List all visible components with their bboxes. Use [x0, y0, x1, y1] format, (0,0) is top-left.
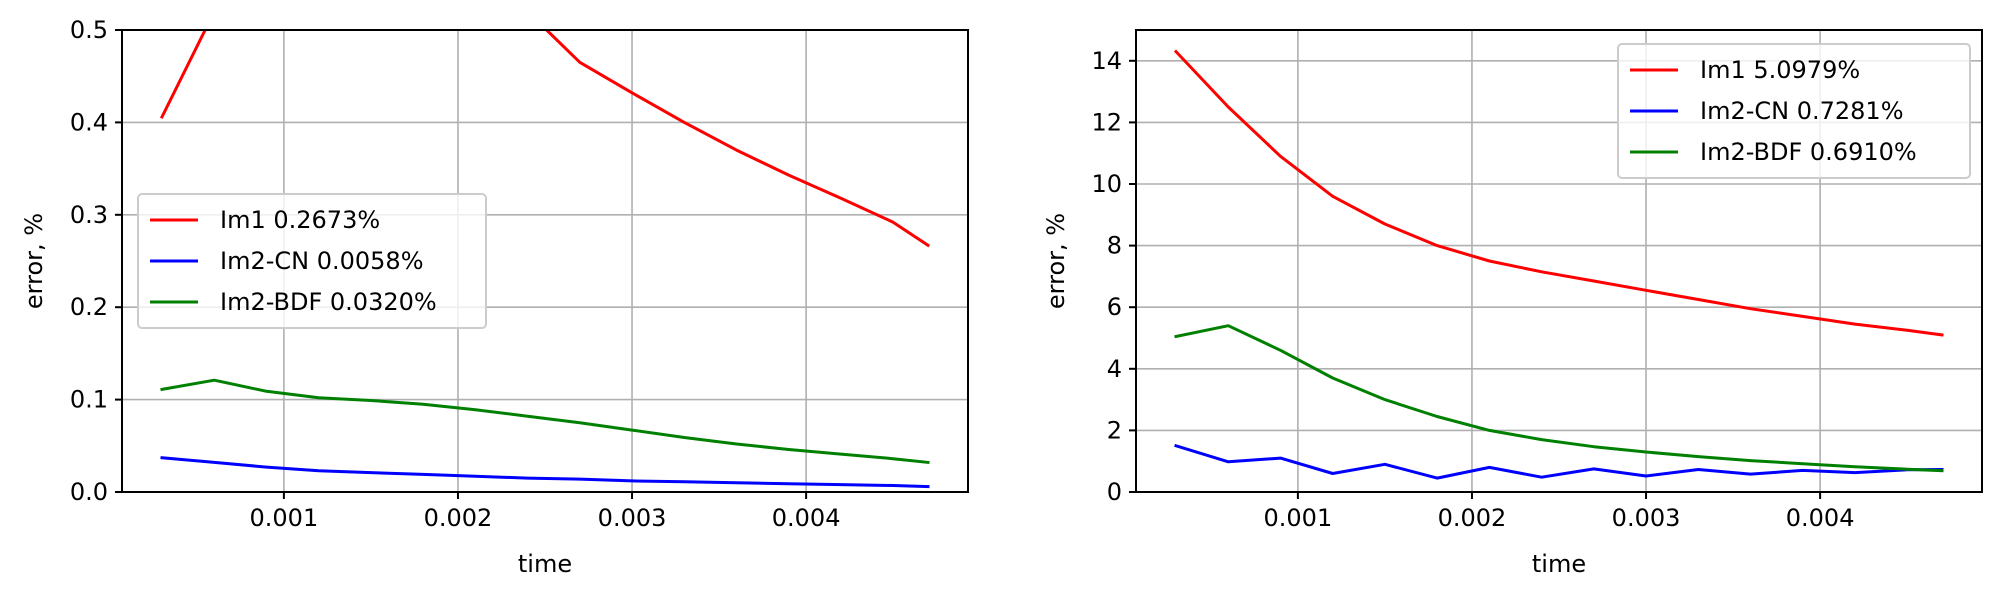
- left-series-line-1: [159, 30, 931, 248]
- left-ticks: 0.001 0.002 0.003 0.004 0.0 0.1 0.2 0.3 0.4 0.5: [70, 16, 841, 532]
- right-x-tick-label: 0.003: [1612, 504, 1681, 532]
- left-x-tick-label: 0.001: [250, 504, 319, 532]
- left-y-tick-label: 0.2: [70, 293, 108, 321]
- right-legend-box: [1617, 43, 1971, 179]
- right-legend: Im1 5.0979% Im2-CN 0.7281% Im2-BDF 0.6910%: [1617, 43, 1971, 179]
- left-series-lines: [159, 30, 931, 489]
- left-legend: Im1 0.2673% Im2-CN 0.0058% Im2-BDF 0.0320%: [137, 193, 487, 329]
- right-y-tick-label: 14: [1091, 47, 1122, 75]
- right-y-axis-label: error, %: [1042, 213, 1070, 309]
- left-legend-label-1: Im1 0.2673%: [220, 206, 380, 234]
- right-y-tick-label: 0: [1107, 478, 1122, 506]
- right-legend-label-3: Im2-BDF 0.6910%: [1700, 138, 1917, 166]
- right-chart: 0.001 0.002 0.003 0.004 0 2 4 6 8 10 12 14 time err…: [1042, 29, 1983, 578]
- right-legend-label-2: Im2-CN 0.7281%: [1700, 97, 1904, 125]
- left-y-tick-label: 0.0: [70, 478, 108, 506]
- right-y-tick-label: 12: [1091, 108, 1122, 136]
- right-x-tick-label: 0.004: [1786, 504, 1855, 532]
- right-y-tick-label: 8: [1107, 232, 1122, 260]
- right-series-lines: [1173, 49, 1944, 480]
- left-x-tick-label: 0.004: [772, 504, 841, 532]
- right-legend-label-1: Im1 5.0979%: [1700, 56, 1860, 84]
- right-x-tick-label: 0.001: [1264, 504, 1333, 532]
- left-y-tick-label: 0.3: [70, 201, 108, 229]
- left-x-tick-label: 0.003: [598, 504, 667, 532]
- right-y-tick-label: 2: [1107, 416, 1122, 444]
- left-legend-label-3: Im2-BDF 0.0320%: [220, 288, 437, 316]
- left-series-line-2: [160, 456, 930, 489]
- left-chart: 0.001 0.002 0.003 0.004 0.0 0.1 0.2 0.3 0.4 0.5 t…: [20, 16, 969, 578]
- right-series-line-1: [1173, 49, 1944, 337]
- right-x-tick-label: 0.002: [1438, 504, 1507, 532]
- left-y-tick-label: 0.1: [70, 386, 108, 414]
- right-y-tick-label: 10: [1091, 170, 1122, 198]
- left-legend-label-2: Im2-CN 0.0058%: [220, 247, 424, 275]
- right-y-tick-label: 6: [1107, 293, 1122, 321]
- left-x-axis-label: time: [518, 550, 572, 578]
- right-y-tick-label: 4: [1107, 355, 1122, 383]
- left-y-tick-label: 0.4: [70, 108, 108, 136]
- left-x-tick-label: 0.002: [424, 504, 493, 532]
- left-series-line-3: [160, 378, 930, 465]
- right-ticks: 0.001 0.002 0.003 0.004 0 2 4 6 8 10 12 14: [1091, 47, 1854, 532]
- left-plot-frame: [121, 29, 969, 493]
- left-y-tick-label: 0.5: [70, 16, 108, 44]
- left-legend-box: [137, 193, 487, 329]
- right-plot-frame: [1135, 29, 1983, 493]
- right-series-line-3: [1174, 324, 1944, 473]
- left-y-axis-label: error, %: [20, 213, 48, 309]
- right-series-line-2: [1174, 443, 1944, 480]
- right-x-axis-label: time: [1532, 550, 1586, 578]
